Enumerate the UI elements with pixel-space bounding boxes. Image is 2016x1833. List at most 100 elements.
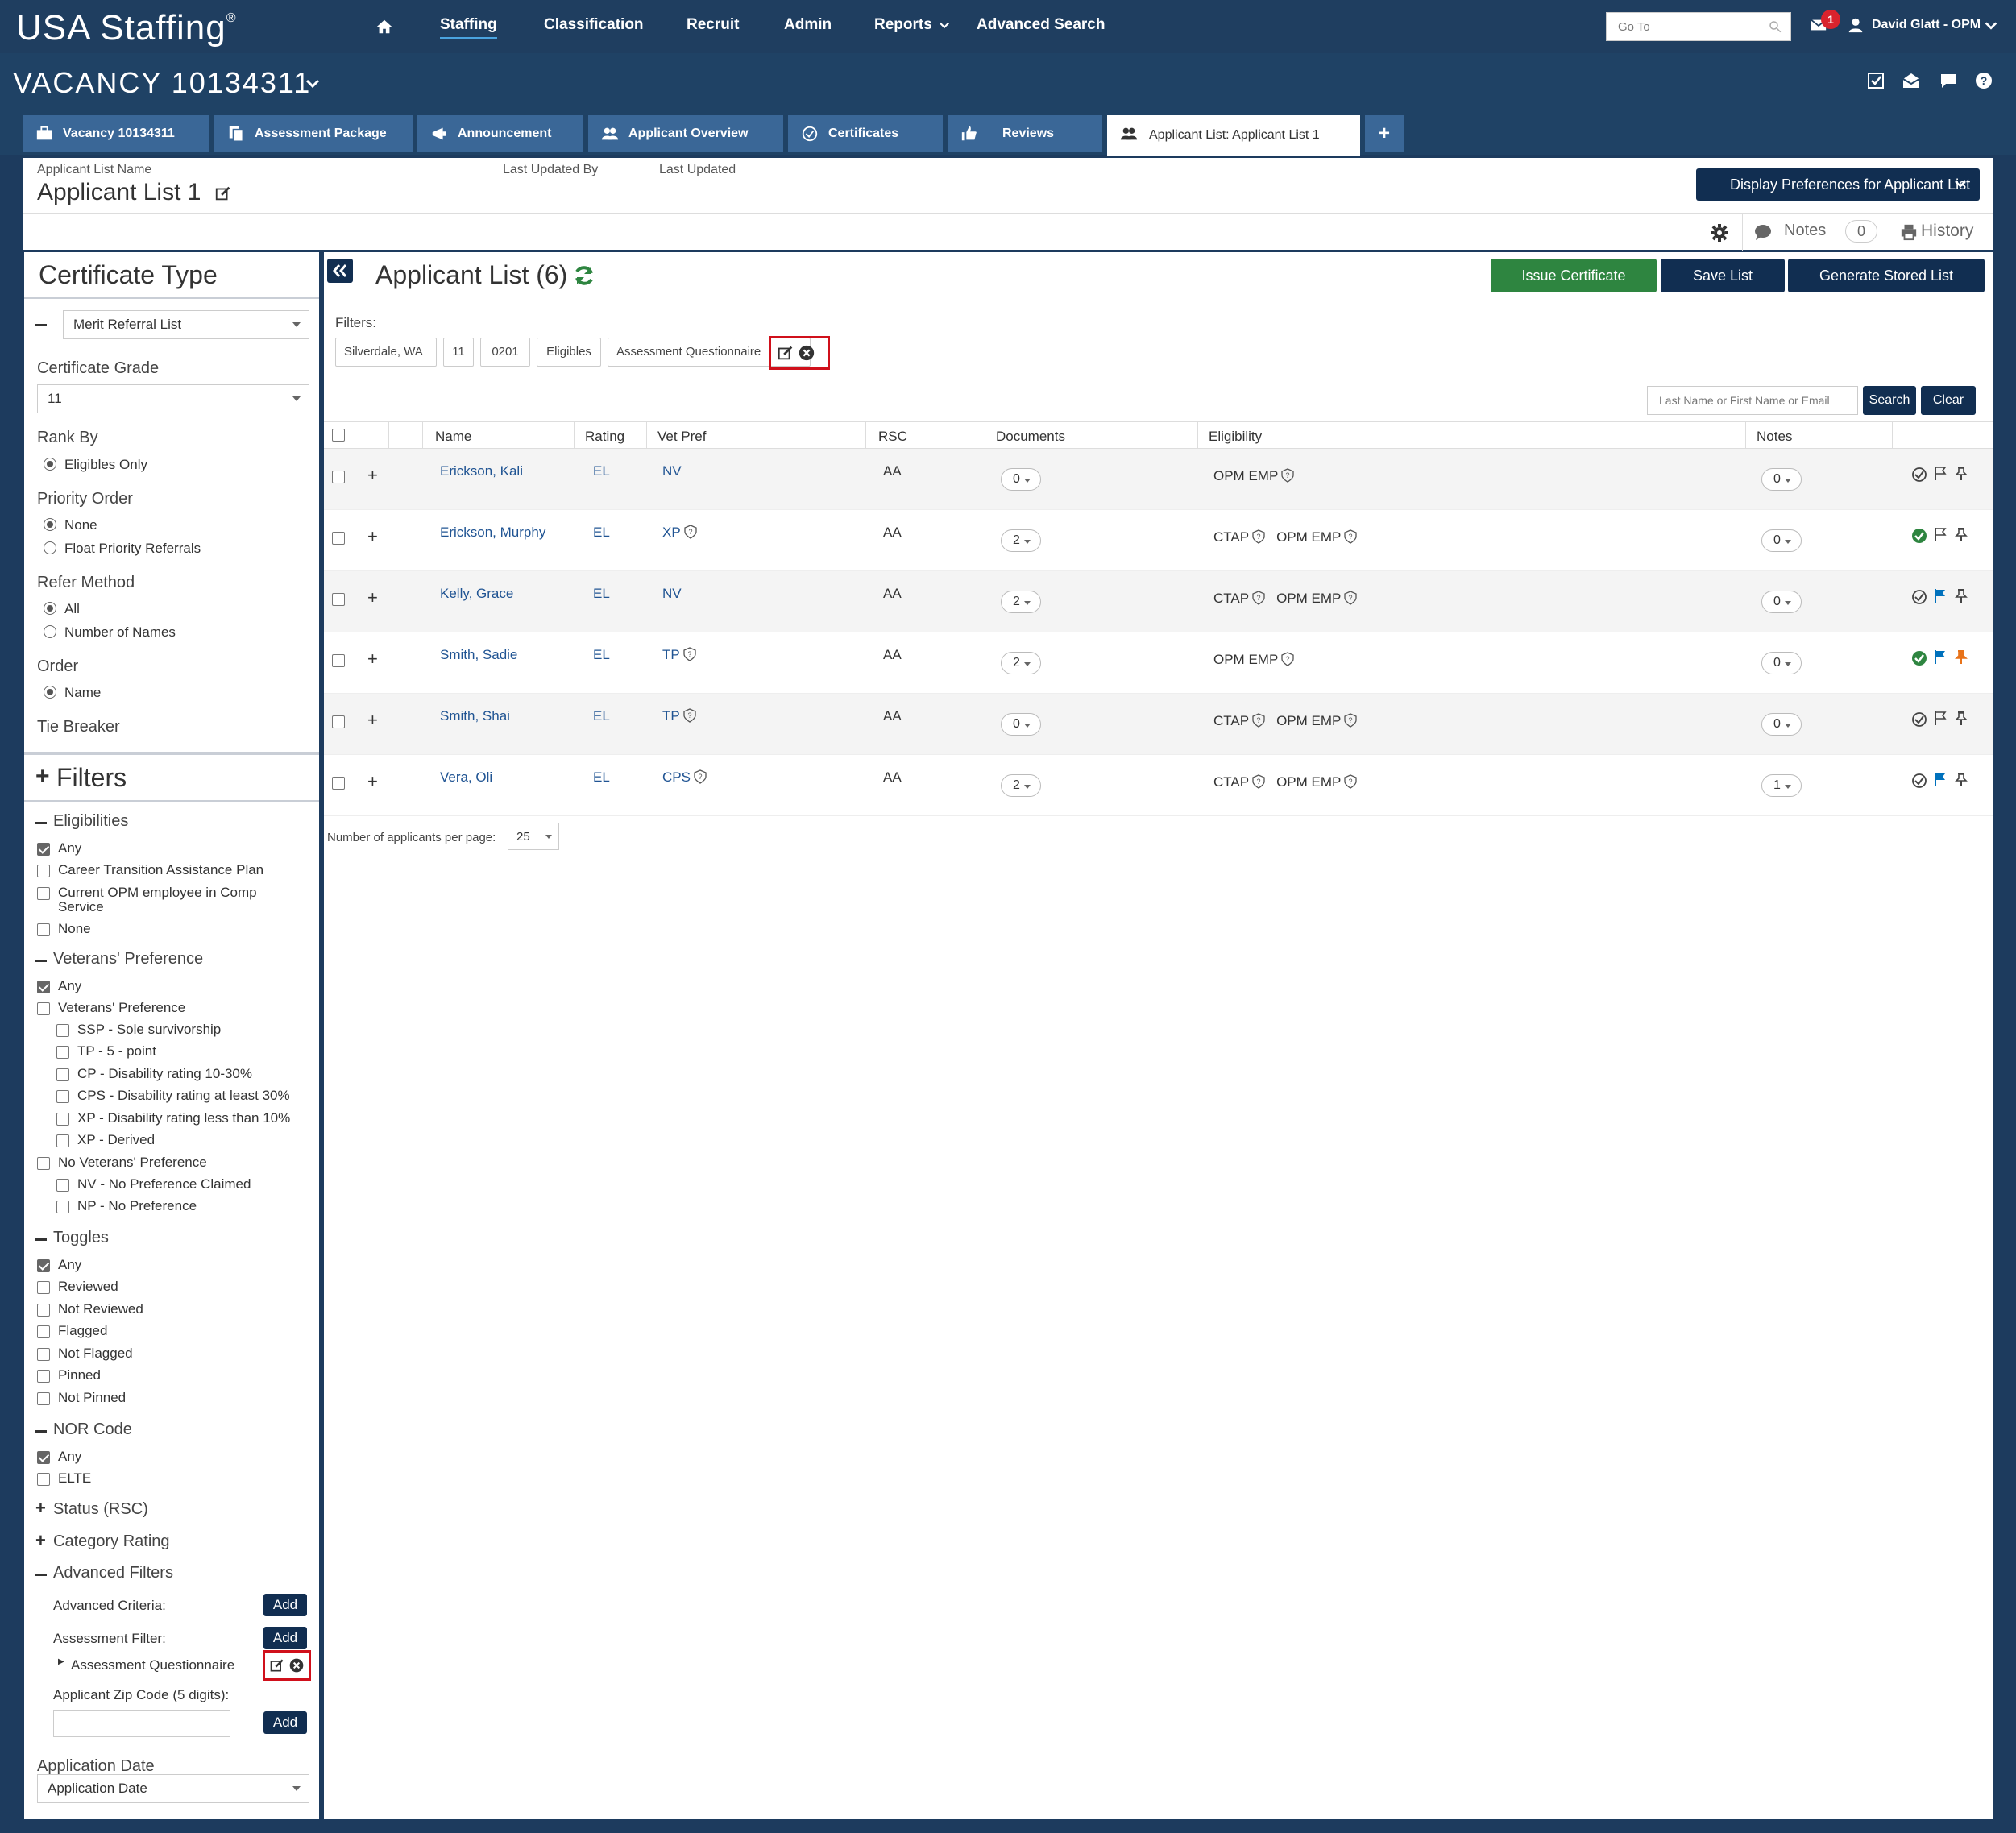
history-link[interactable]: History	[1921, 222, 1974, 240]
add-advanced-criteria-button[interactable]: Add	[263, 1594, 307, 1616]
checklist-icon[interactable]	[1866, 71, 1885, 90]
tab-applicant-overview[interactable]: Applicant Overview	[588, 115, 783, 152]
caret-right-icon[interactable]: ▶	[58, 1657, 64, 1666]
vet-pref-value[interactable]: NV	[662, 463, 682, 479]
nav-item-staffing[interactable]: Staffing	[440, 16, 497, 39]
nav-item-reports[interactable]: Reports	[874, 16, 950, 34]
tab-announcement[interactable]: Announcement	[417, 115, 583, 152]
filter-checkbox[interactable]	[37, 1348, 50, 1361]
help-shield-icon[interactable]: ?	[1281, 652, 1294, 666]
table-row[interactable]: + Kelly, Grace EL NV AA 2 CTAP? OPM EMP? 0	[324, 571, 1993, 632]
help-shield-icon[interactable]: ?	[694, 769, 707, 784]
status-rsc-label[interactable]: Status (RSC)	[53, 1500, 148, 1518]
collapse-icon[interactable]	[35, 1238, 47, 1241]
display-preferences-button[interactable]: Display Preferences for Applicant List	[1696, 168, 1980, 201]
generate-stored-list-button[interactable]: Generate Stored List	[1788, 259, 1985, 292]
filter-checkbox[interactable]	[56, 1024, 69, 1037]
filter-chip[interactable]: 0201	[480, 338, 530, 367]
filter-checkbox[interactable]	[37, 1370, 50, 1383]
documents-dropdown[interactable]: 0	[1001, 468, 1041, 491]
flag-icon[interactable]	[1932, 465, 1948, 481]
filter-checkbox[interactable]	[37, 1259, 50, 1272]
reviewed-check-icon[interactable]	[1911, 711, 1927, 728]
help-shield-icon[interactable]: ?	[683, 647, 696, 661]
pin-icon[interactable]	[1953, 587, 1969, 603]
save-list-button[interactable]: Save List	[1661, 259, 1785, 292]
help-shield-icon[interactable]: ?	[1252, 529, 1265, 544]
remove-icon[interactable]	[288, 1657, 305, 1673]
priority-float-radio[interactable]	[44, 541, 56, 554]
refer-number-radio[interactable]	[44, 625, 56, 638]
chat-icon[interactable]	[1939, 71, 1958, 90]
applicant-name-link[interactable]: Smith, Shai	[440, 708, 510, 724]
row-checkbox[interactable]	[332, 715, 345, 728]
gear-icon[interactable]	[1710, 223, 1729, 243]
flag-icon[interactable]	[1932, 771, 1948, 787]
clear-button[interactable]: Clear	[1921, 386, 1976, 415]
rating-value[interactable]: EL	[593, 647, 610, 662]
column-header-rsc[interactable]: RSC	[878, 429, 907, 444]
table-row[interactable]: + Erickson, Kali EL NV AA 0 OPM EMP? 0	[324, 449, 1993, 510]
expand-row-icon[interactable]: +	[367, 771, 378, 791]
filter-chip-assessment[interactable]: Assessment Questionnaire	[608, 338, 811, 367]
applicant-search-input[interactable]: Last Name or First Name or Email	[1647, 386, 1858, 415]
filter-chip[interactable]: Eligibles	[537, 338, 601, 367]
table-row[interactable]: + Vera, Oli EL CPS? AA 2 CTAP? OPM EMP? 1	[324, 755, 1993, 816]
expand-row-icon[interactable]: +	[367, 649, 378, 669]
filter-checkbox[interactable]	[56, 1201, 69, 1213]
notes-dropdown[interactable]: 0	[1761, 652, 1802, 674]
rating-value[interactable]: EL	[593, 525, 610, 540]
filter-checkbox[interactable]	[37, 923, 50, 936]
column-header-rating[interactable]: Rating	[585, 429, 625, 444]
reviewed-check-icon[interactable]	[1911, 589, 1927, 605]
add-assessment-filter-button[interactable]: Add	[263, 1627, 307, 1649]
collapse-icon[interactable]	[35, 960, 47, 962]
collapse-icon[interactable]	[35, 324, 47, 326]
tab-reviews[interactable]: Reviews	[948, 115, 1102, 152]
nav-item-classification[interactable]: Classification	[544, 16, 644, 33]
help-shield-icon[interactable]: ?	[1252, 591, 1265, 605]
envelope-open-icon[interactable]	[1902, 71, 1921, 90]
rating-value[interactable]: EL	[593, 708, 610, 724]
home-icon[interactable]	[375, 18, 393, 35]
remove-icon[interactable]	[798, 344, 815, 362]
row-checkbox[interactable]	[332, 777, 345, 790]
filter-checkbox[interactable]	[37, 981, 50, 993]
rating-value[interactable]: EL	[593, 586, 610, 601]
nav-item-admin[interactable]: Admin	[784, 16, 832, 33]
filter-checkbox[interactable]	[37, 1281, 50, 1294]
table-row[interactable]: + Smith, Shai EL TP? AA 0 CTAP? OPM EMP? 0	[324, 694, 1993, 755]
filter-chip[interactable]: 11	[443, 338, 474, 367]
print-icon[interactable]	[1900, 223, 1918, 241]
reviewed-check-icon[interactable]	[1911, 650, 1927, 666]
column-header-eligibility[interactable]: Eligibility	[1209, 429, 1263, 444]
applicant-name-link[interactable]: Erickson, Murphy	[440, 525, 546, 540]
select-all-checkbox[interactable]	[332, 429, 345, 442]
collapse-panel-button[interactable]	[327, 259, 353, 283]
help-shield-icon[interactable]: ?	[1344, 529, 1358, 544]
expand-row-icon[interactable]: +	[367, 710, 378, 730]
filter-checkbox[interactable]	[37, 1473, 50, 1486]
tab-vacancy[interactable]: Vacancy 10134311	[23, 115, 209, 152]
pin-icon[interactable]	[1953, 771, 1969, 787]
filter-checkbox[interactable]	[56, 1179, 69, 1192]
column-header-vet-pref[interactable]: Vet Pref	[657, 429, 707, 444]
filter-checkbox[interactable]	[56, 1113, 69, 1126]
certificate-grade-select[interactable]: 11	[37, 384, 309, 413]
vet-pref-value[interactable]: TP	[662, 708, 680, 724]
row-checkbox[interactable]	[332, 532, 345, 545]
flag-icon[interactable]	[1932, 526, 1948, 542]
comment-icon[interactable]	[1753, 223, 1773, 241]
notes-dropdown[interactable]: 0	[1761, 529, 1802, 552]
expand-status-icon[interactable]: +	[35, 1498, 46, 1518]
expand-row-icon[interactable]: +	[367, 526, 378, 546]
table-row[interactable]: + Erickson, Murphy EL XP? AA 2 CTAP? OPM EMP? 0	[324, 510, 1993, 571]
flag-icon[interactable]	[1932, 710, 1948, 726]
notes-dropdown[interactable]: 0	[1761, 591, 1802, 613]
pin-icon[interactable]	[1953, 710, 1969, 726]
applicant-name-link[interactable]: Kelly, Grace	[440, 586, 514, 601]
row-checkbox[interactable]	[332, 471, 345, 483]
certificate-type-select[interactable]: Merit Referral List	[63, 310, 309, 339]
pin-icon[interactable]	[1953, 526, 1969, 542]
notes-dropdown[interactable]: 0	[1761, 468, 1802, 491]
